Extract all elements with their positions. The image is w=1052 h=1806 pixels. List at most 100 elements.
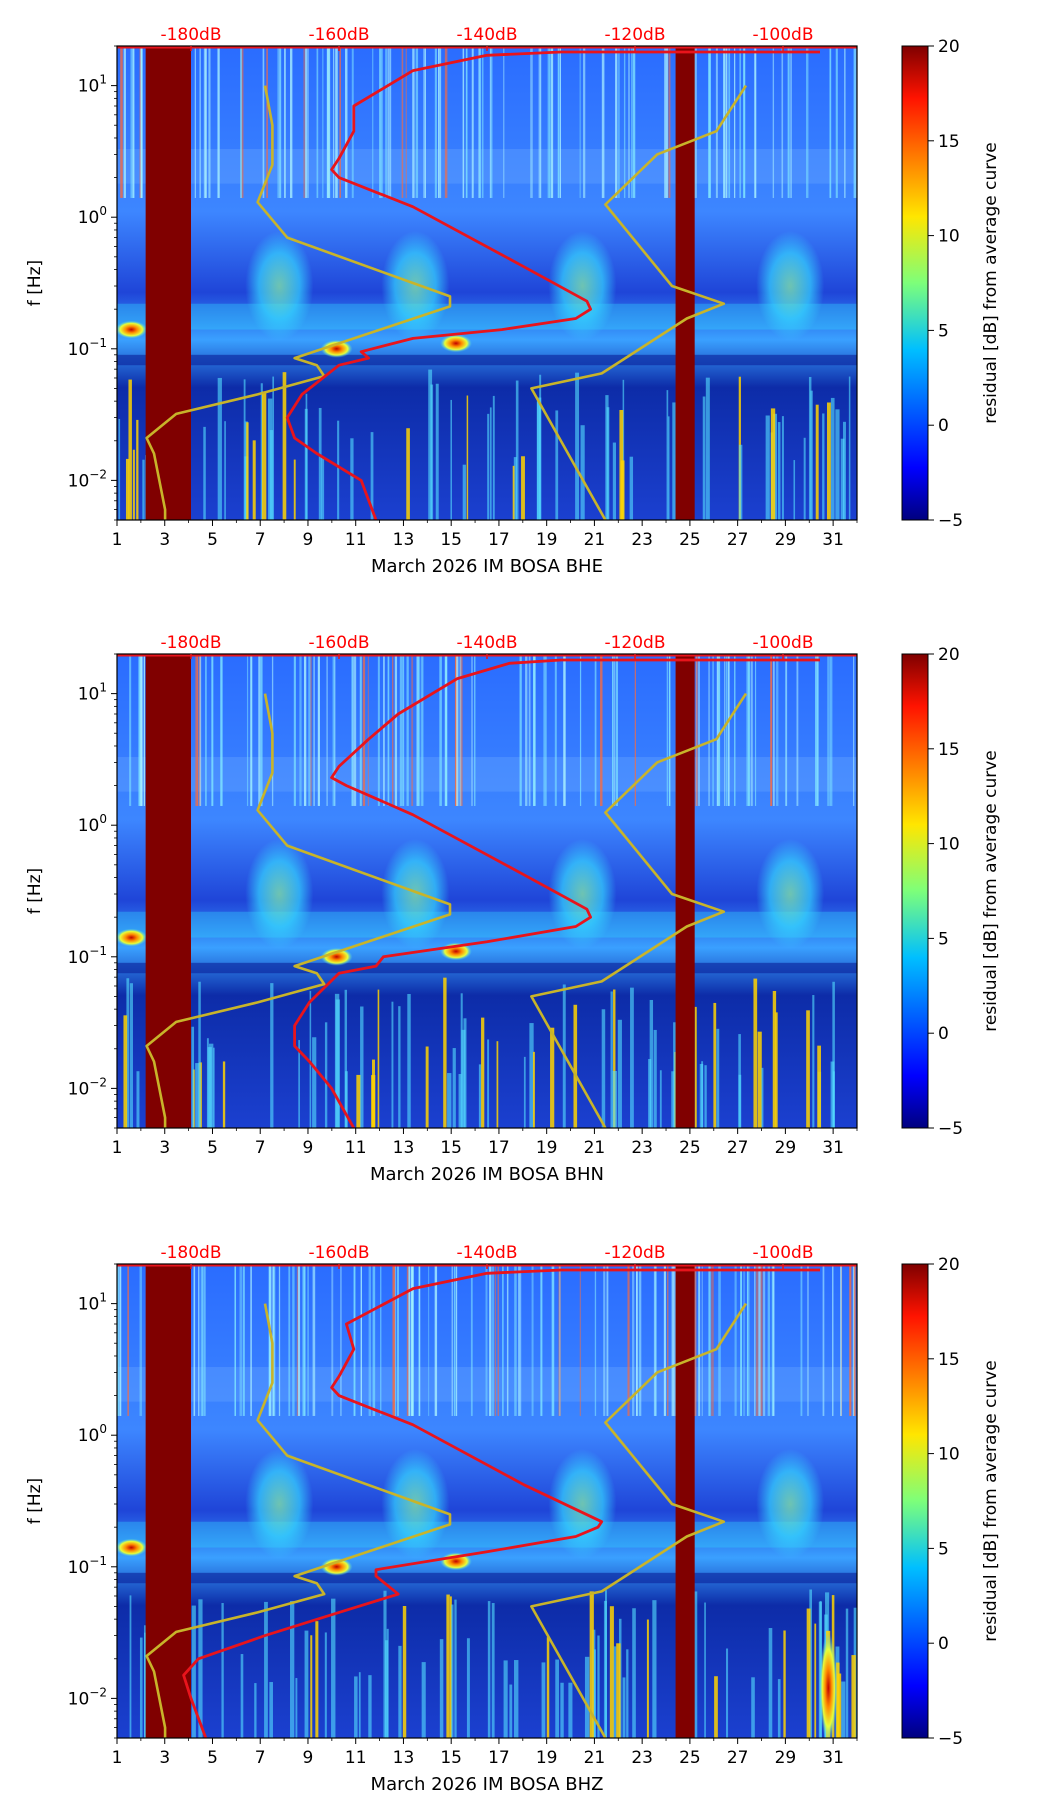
hot-spot-2 bbox=[439, 334, 472, 353]
hf-streak bbox=[208, 46, 211, 198]
hf-streak bbox=[852, 1264, 855, 1416]
lf-spike bbox=[191, 1026, 195, 1128]
lf-spike bbox=[617, 1019, 622, 1128]
lf-spike bbox=[123, 1015, 128, 1128]
hf-streak bbox=[246, 654, 249, 806]
lf-spike bbox=[529, 1023, 534, 1128]
hf-streak bbox=[632, 46, 636, 198]
lf-spike bbox=[751, 1677, 755, 1738]
lf-spike bbox=[489, 407, 492, 520]
hf-streak bbox=[758, 1264, 761, 1416]
hf-streak bbox=[543, 654, 546, 806]
lf-spike bbox=[222, 1061, 226, 1128]
hf-streak bbox=[787, 46, 790, 198]
x-tick-label: 3 bbox=[159, 1748, 170, 1768]
hf-streak bbox=[417, 654, 420, 806]
hf-streak bbox=[754, 46, 756, 198]
hf-streak bbox=[362, 654, 366, 806]
hf-streak bbox=[816, 654, 819, 806]
model-high-curve bbox=[530, 84, 748, 520]
colorbar-tick-label: 20 bbox=[938, 37, 960, 57]
hf-streak bbox=[211, 654, 214, 806]
hf-streak bbox=[205, 654, 207, 806]
high-frequency-band bbox=[117, 148, 857, 184]
lf-spike bbox=[439, 1639, 444, 1738]
hf-streak bbox=[127, 1264, 129, 1416]
lf-spike bbox=[487, 413, 490, 520]
lf-spike bbox=[810, 390, 813, 520]
hf-streak bbox=[832, 1264, 834, 1416]
spectrogram-area bbox=[117, 654, 857, 1128]
x-tick-label: 11 bbox=[345, 530, 367, 550]
x-tick-label: 21 bbox=[584, 1748, 606, 1768]
y-tick-label: 10−2 bbox=[68, 1685, 107, 1709]
hf-streak bbox=[540, 46, 542, 198]
hf-streak bbox=[389, 46, 392, 198]
x-tick-label: 1 bbox=[112, 1748, 123, 1768]
lf-spike bbox=[822, 413, 825, 520]
lf-spike bbox=[335, 999, 340, 1128]
hf-streak bbox=[628, 46, 630, 198]
hf-streak bbox=[806, 46, 809, 198]
lf-spike bbox=[425, 1046, 429, 1128]
hf-streak bbox=[532, 654, 536, 806]
spectrogram-background bbox=[117, 46, 857, 520]
lf-spike bbox=[358, 1672, 361, 1738]
x-tick-label: 23 bbox=[631, 530, 653, 550]
psd-curve bbox=[182, 1268, 820, 1738]
hf-streak bbox=[394, 654, 398, 806]
x-tick-label: 7 bbox=[255, 1138, 266, 1158]
lf-spike bbox=[198, 1599, 203, 1738]
x-tick-label: 27 bbox=[727, 530, 749, 550]
hf-streak bbox=[444, 46, 448, 198]
lf-spike bbox=[491, 1603, 495, 1738]
hf-streak bbox=[695, 654, 698, 806]
colorbar-tick-label: −5 bbox=[938, 1729, 963, 1749]
lf-spike bbox=[848, 376, 851, 520]
colorbar-gradient bbox=[901, 1263, 929, 1739]
hf-streak bbox=[465, 46, 468, 198]
lf-spike bbox=[580, 425, 585, 520]
lf-spike bbox=[672, 402, 676, 520]
lf-spike bbox=[377, 989, 380, 1128]
lf-spike bbox=[812, 995, 815, 1128]
lf-spike bbox=[584, 1656, 590, 1738]
hf-streak bbox=[453, 1264, 456, 1416]
hf-streak bbox=[199, 654, 202, 806]
hf-streak bbox=[815, 654, 817, 806]
hf-streak bbox=[303, 46, 306, 198]
hf-streak bbox=[632, 1264, 635, 1416]
lf-spike bbox=[142, 459, 145, 520]
lf-spike bbox=[629, 456, 634, 520]
lf-spike bbox=[269, 1682, 273, 1738]
lf-spike bbox=[817, 1045, 821, 1128]
hf-streak bbox=[653, 1264, 657, 1416]
lf-spike bbox=[652, 1600, 657, 1738]
hf-streak bbox=[796, 654, 799, 806]
db-scale-label: -120dB bbox=[604, 1243, 665, 1263]
hf-streak bbox=[193, 1264, 196, 1416]
x-tick-label: 9 bbox=[303, 1138, 314, 1158]
hf-streak bbox=[239, 1264, 243, 1416]
hf-streak bbox=[296, 1264, 299, 1416]
x-tick-label: 9 bbox=[303, 530, 314, 550]
lf-spike bbox=[203, 426, 206, 520]
hf-streak bbox=[725, 46, 728, 198]
hf-streak bbox=[413, 46, 415, 198]
lf-spike bbox=[221, 1603, 224, 1738]
hf-streak bbox=[353, 1264, 356, 1416]
hf-streak bbox=[606, 1264, 609, 1416]
lf-spike bbox=[452, 1048, 456, 1128]
hf-streak bbox=[579, 654, 582, 806]
hf-streak bbox=[402, 654, 405, 806]
lf-spike bbox=[632, 1608, 636, 1738]
hf-streak bbox=[781, 46, 784, 198]
hf-streak bbox=[601, 46, 605, 198]
lf-spike bbox=[671, 1071, 675, 1128]
hf-streak bbox=[418, 1264, 420, 1416]
hf-streak bbox=[394, 1264, 396, 1416]
lf-spike bbox=[630, 987, 634, 1128]
model-low-curve bbox=[145, 1303, 452, 1738]
lf-spike bbox=[646, 1619, 649, 1738]
model-high-curve bbox=[530, 692, 748, 1128]
